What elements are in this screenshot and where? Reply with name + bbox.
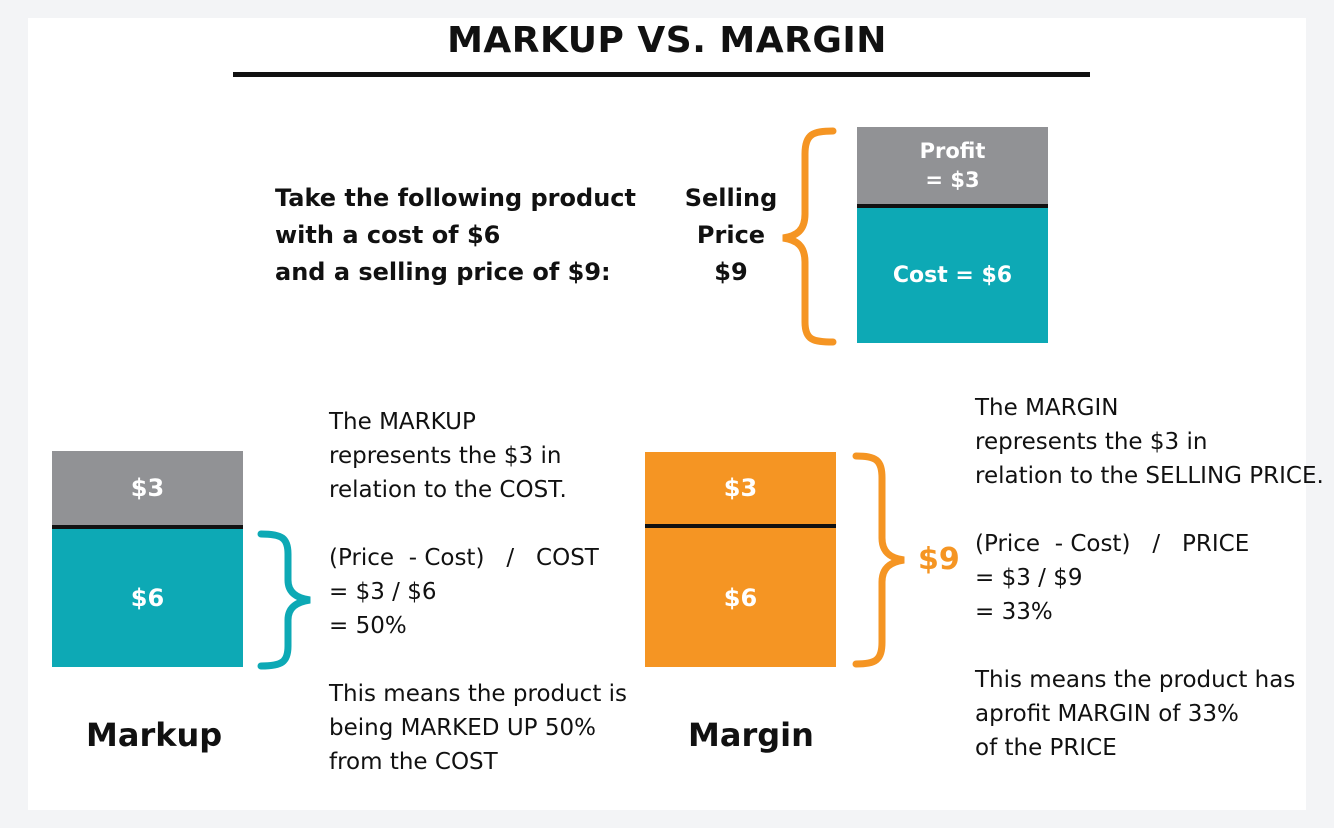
markup-profit-value: $3	[130, 474, 165, 502]
margin-desc-line: = 33%	[975, 599, 1053, 625]
margin-divider	[645, 524, 836, 528]
margin-desc-line: (Price - Cost) / PRICE	[975, 531, 1250, 557]
margin-desc-line	[975, 493, 1324, 527]
markup-desc-line	[329, 507, 627, 541]
markup-desc-line: = 50%	[329, 613, 407, 639]
markup-desc-line: The MARKUP	[329, 409, 476, 435]
markup-desc-line: from the COST	[329, 749, 498, 775]
cost-label: Cost = $6	[892, 263, 1013, 288]
intro-line: and a selling price of $9:	[275, 258, 611, 286]
cost-block: Cost = $6	[857, 208, 1048, 343]
markup-desc-line: (Price - Cost) / COST	[329, 545, 599, 571]
markup-caption: Markup	[86, 716, 223, 754]
page-title: MARKUP VS. MARGIN	[447, 20, 887, 61]
selling-price-line: Price	[696, 221, 766, 249]
profit-block: Profit = $3	[857, 127, 1048, 205]
margin-profit-block: $3	[645, 452, 836, 524]
intro-line: Take the following product	[275, 184, 636, 212]
markup-profit-block: $3	[52, 451, 243, 525]
markup-brace	[257, 530, 311, 670]
title-underline	[233, 72, 1090, 77]
markup-desc-line: being MARKED UP 50%	[329, 715, 596, 741]
markup-cost-block: $6	[52, 529, 243, 667]
markup-desc-line: represents the $3 in	[329, 443, 562, 469]
selling-price-brace	[782, 127, 837, 346]
margin-desc-line: aprofit MARGIN of 33%	[975, 701, 1239, 727]
markup-cost-value: $6	[130, 584, 165, 612]
profit-cost-divider	[857, 204, 1048, 208]
selling-price-label: Selling Price $9	[672, 180, 790, 291]
margin-cost-block: $6	[645, 528, 836, 667]
margin-brace	[852, 452, 905, 668]
markup-desc-line	[329, 643, 627, 677]
margin-desc-line	[975, 629, 1324, 663]
markup-desc-line: This means the product is	[329, 681, 628, 707]
diagram-canvas	[28, 18, 1306, 810]
profit-label: Profit	[919, 139, 986, 163]
margin-desc-line: The MARGIN	[975, 395, 1119, 421]
margin-desc-line: This means the product has	[975, 667, 1296, 693]
margin-cost-value: $6	[723, 583, 758, 612]
margin-desc-line: of the PRICE	[975, 735, 1117, 761]
margin-description: The MARGIN represents the $3 in relation…	[975, 391, 1324, 765]
margin-profit-value: $3	[723, 474, 758, 502]
margin-price-value: $9	[918, 542, 960, 577]
selling-price-line: $9	[714, 258, 748, 286]
profit-value: = $3	[925, 168, 980, 192]
margin-desc-line: relation to the SELLING PRICE.	[975, 463, 1324, 489]
margin-caption: Margin	[688, 716, 814, 754]
intro-text: Take the following product with a cost o…	[275, 180, 636, 291]
selling-price-line: Selling	[684, 184, 778, 212]
markup-desc-line: = $3 / $6	[329, 579, 437, 605]
markup-description: The MARKUP represents the $3 in relation…	[329, 405, 627, 779]
margin-desc-line: represents the $3 in	[975, 429, 1208, 455]
intro-line: with a cost of $6	[275, 221, 501, 249]
markup-divider	[52, 525, 243, 529]
markup-desc-line: relation to the COST.	[329, 477, 567, 503]
margin-desc-line: = $3 / $9	[975, 565, 1083, 591]
